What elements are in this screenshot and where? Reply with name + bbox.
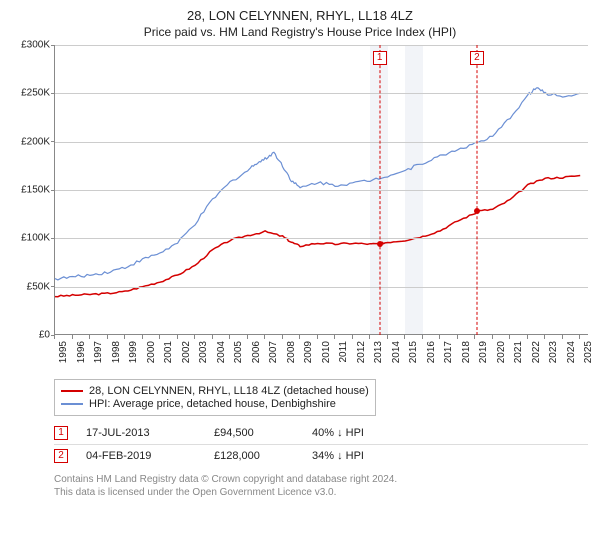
- legend-swatch: [61, 390, 83, 392]
- x-axis-label: 2014: [391, 341, 402, 363]
- legend-row: HPI: Average price, detached house, Denb…: [61, 398, 369, 410]
- sales-table: 1 17-JUL-2013 £94,500 40% ↓ HPI 2 04-FEB-2019…: [54, 422, 588, 467]
- x-axis-label: 2017: [443, 341, 454, 363]
- sale-flag: 2: [470, 51, 484, 65]
- legend-label: HPI: Average price, detached house, Denb…: [89, 398, 336, 410]
- sales-row-date: 04-FEB-2019: [86, 450, 196, 462]
- y-axis-label: £100K: [21, 233, 50, 244]
- chart-title: 28, LON CELYNNEN, RHYL, LL18 4LZ: [12, 8, 588, 23]
- legend-swatch: [61, 403, 83, 405]
- sales-row-flag: 2: [54, 449, 68, 463]
- y-axis-label: £250K: [21, 88, 50, 99]
- x-axis-label: 2000: [146, 341, 157, 363]
- chart-area: £0£50K£100K£150K£200K£250K£300K 12 19951…: [12, 45, 588, 375]
- x-axis-label: 1999: [128, 341, 139, 363]
- y-axis-labels: £0£50K£100K£150K£200K£250K£300K: [12, 45, 54, 335]
- sales-row-delta: 34% ↓ HPI: [312, 450, 422, 462]
- sales-row: 1 17-JUL-2013 £94,500 40% ↓ HPI: [54, 422, 588, 445]
- series-property: [55, 176, 580, 297]
- x-axis-labels: 1995 1996 1997 1998 1999 2000 2001 2002 2003 2004…: [54, 335, 588, 375]
- x-axis-label: 2013: [373, 341, 384, 363]
- footer-line-1: Contains HM Land Registry data © Crown c…: [54, 473, 588, 486]
- sales-row-flag: 1: [54, 426, 68, 440]
- footer-line-2: This data is licensed under the Open Gov…: [54, 486, 588, 499]
- sale-marker-line: [379, 45, 380, 335]
- x-axis-label: 2005: [233, 341, 244, 363]
- series-hpi: [55, 88, 580, 280]
- x-axis-label: 2016: [426, 341, 437, 363]
- x-axis-label: 2024: [566, 341, 577, 363]
- y-axis-label: £150K: [21, 185, 50, 196]
- sales-row-date: 17-JUL-2013: [86, 427, 196, 439]
- x-axis-label: 2011: [338, 341, 349, 363]
- x-axis-label: 1998: [111, 341, 122, 363]
- y-axis-label: £200K: [21, 136, 50, 147]
- legend-label: 28, LON CELYNNEN, RHYL, LL18 4LZ (detach…: [89, 385, 369, 397]
- x-axis-label: 2025: [583, 341, 594, 363]
- x-axis-label: 2007: [268, 341, 279, 363]
- x-axis-label: 2010: [321, 341, 332, 363]
- x-axis-label: 2021: [513, 341, 524, 363]
- x-axis-label: 2002: [181, 341, 192, 363]
- x-axis-label: 2006: [251, 341, 262, 363]
- x-axis-label: 1997: [93, 341, 104, 363]
- y-axis-label: £50K: [27, 281, 50, 292]
- x-axis-label: 2001: [163, 341, 174, 363]
- x-axis-label: 2004: [216, 341, 227, 363]
- legend-row: 28, LON CELYNNEN, RHYL, LL18 4LZ (detach…: [61, 385, 369, 397]
- sales-row-delta: 40% ↓ HPI: [312, 427, 422, 439]
- x-axis-label: 2020: [496, 341, 507, 363]
- legend: 28, LON CELYNNEN, RHYL, LL18 4LZ (detach…: [54, 379, 376, 416]
- x-axis-label: 2012: [356, 341, 367, 363]
- plot-area: 12: [54, 45, 588, 335]
- sale-flag: 1: [373, 51, 387, 65]
- x-axis-label: 1996: [76, 341, 87, 363]
- x-axis-label: 2003: [198, 341, 209, 363]
- chart-subtitle: Price paid vs. HM Land Registry's House …: [12, 25, 588, 39]
- x-axis-label: 2009: [303, 341, 314, 363]
- sales-row: 2 04-FEB-2019 £128,000 34% ↓ HPI: [54, 445, 588, 467]
- x-axis-label: 2023: [548, 341, 559, 363]
- x-axis-label: 2019: [478, 341, 489, 363]
- sale-marker-line: [476, 45, 477, 335]
- y-axis-label: £300K: [21, 40, 50, 51]
- sale-marker-dot: [474, 208, 480, 214]
- sales-row-price: £128,000: [214, 450, 294, 462]
- sale-marker-dot: [377, 241, 383, 247]
- x-axis-label: 2015: [408, 341, 419, 363]
- x-axis-label: 2008: [286, 341, 297, 363]
- y-axis-label: £0: [39, 330, 50, 341]
- footer-attribution: Contains HM Land Registry data © Crown c…: [54, 473, 588, 499]
- sales-row-price: £94,500: [214, 427, 294, 439]
- chart-container: 28, LON CELYNNEN, RHYL, LL18 4LZ Price p…: [0, 0, 600, 507]
- x-axis-label: 2022: [531, 341, 542, 363]
- x-axis-label: 1995: [58, 341, 69, 363]
- x-axis-label: 2018: [461, 341, 472, 363]
